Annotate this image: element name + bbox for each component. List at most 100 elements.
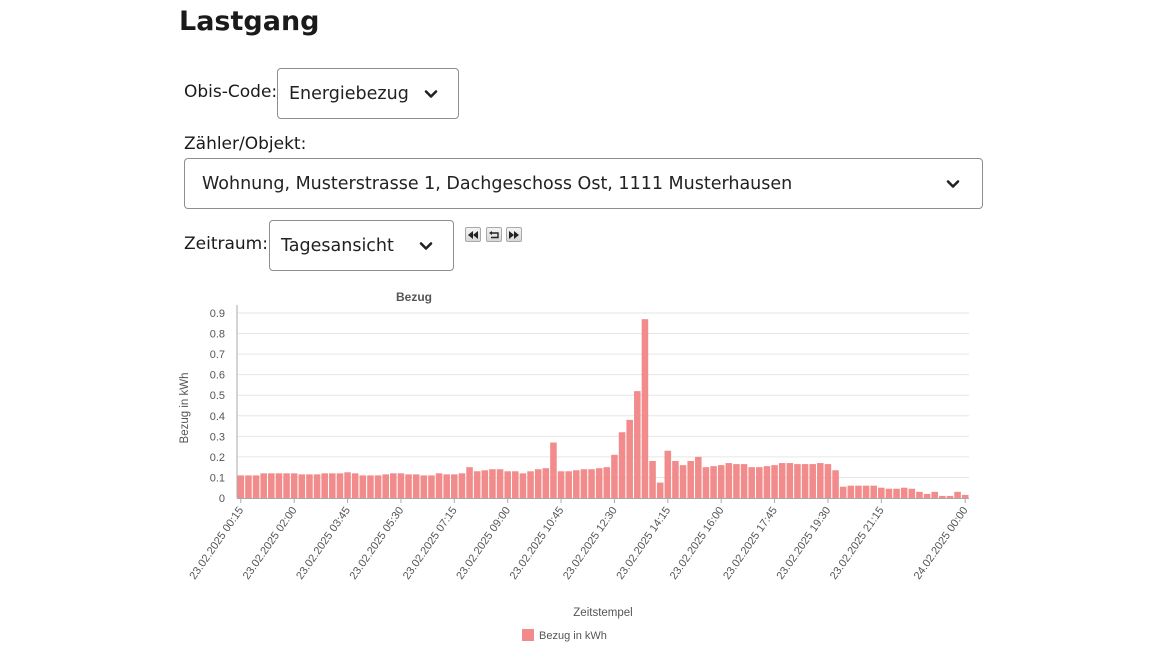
bar — [687, 461, 694, 498]
y-tick-label: 0.8 — [210, 329, 225, 341]
bar — [923, 493, 931, 498]
bar — [534, 469, 542, 498]
bar — [725, 463, 733, 498]
bar — [908, 488, 916, 498]
chart-legend: Bezug in kWh — [522, 629, 607, 642]
y-tick-label: 0.7 — [210, 349, 225, 361]
bar — [489, 469, 496, 498]
bar — [839, 486, 847, 498]
bar — [527, 471, 534, 498]
bar — [595, 468, 603, 498]
bar — [824, 464, 832, 498]
x-tick-label: 23.02.2025 00:15 — [187, 505, 246, 582]
bar — [306, 474, 313, 498]
bar — [329, 473, 336, 498]
bar — [801, 464, 809, 498]
bar — [664, 450, 672, 498]
bar — [275, 473, 283, 498]
bar — [832, 470, 839, 498]
bar — [954, 491, 961, 498]
rewind-icon — [468, 230, 478, 239]
bar — [748, 467, 755, 498]
y-axis-title: Bezug in kWh — [179, 373, 191, 444]
bar — [939, 495, 946, 498]
bar — [900, 487, 908, 498]
bar — [809, 464, 816, 498]
bar — [519, 473, 527, 498]
bar — [245, 475, 252, 498]
reset-period-button[interactable] — [486, 227, 502, 242]
bar — [870, 485, 877, 498]
bar — [672, 461, 679, 498]
bar — [931, 491, 938, 498]
bar — [573, 470, 580, 498]
obis-code-label: Obis-Code: — [184, 82, 278, 102]
bar — [771, 465, 778, 498]
y-tick-label: 0.9 — [210, 308, 225, 320]
bar — [237, 475, 245, 498]
bar — [481, 470, 489, 498]
bar — [580, 469, 588, 498]
bar — [443, 474, 450, 498]
bar — [268, 473, 275, 498]
return-icon — [488, 231, 499, 239]
bar — [565, 471, 572, 498]
chevron-down-icon — [417, 237, 435, 255]
bar — [817, 463, 824, 498]
bar — [695, 456, 702, 498]
bar — [390, 473, 397, 498]
bar — [458, 473, 466, 498]
bar — [946, 495, 954, 498]
bar — [756, 467, 763, 498]
bar — [260, 473, 267, 498]
meter-select[interactable]: Wohnung, Musterstrasse 1, Dachgeschoss O… — [184, 158, 983, 209]
bar — [290, 473, 298, 498]
chevron-down-icon — [944, 175, 962, 193]
bar — [786, 463, 794, 498]
bar — [313, 474, 321, 498]
bar — [542, 468, 550, 498]
bar — [496, 469, 504, 498]
bar — [618, 432, 626, 498]
previous-period-button[interactable] — [465, 227, 481, 242]
bar — [550, 442, 557, 498]
legend-swatch — [522, 629, 534, 641]
bar — [504, 471, 511, 498]
y-tick-label: 0.6 — [210, 370, 225, 382]
bar — [588, 469, 595, 498]
bar — [679, 465, 687, 498]
bar — [916, 491, 923, 498]
x-tick-label: 23.02.2025 21:15 — [828, 505, 887, 582]
bar — [961, 494, 969, 498]
legend-label: Bezug in kWh — [539, 630, 607, 642]
period-select[interactable]: Tagesansicht — [269, 220, 454, 271]
bar — [466, 467, 473, 498]
bar — [397, 473, 405, 498]
bar — [634, 391, 641, 498]
bar — [374, 475, 382, 498]
bar — [855, 485, 862, 498]
bar — [626, 419, 633, 498]
bar — [794, 464, 801, 498]
meter-label: Zähler/Objekt: — [184, 134, 307, 154]
bar — [435, 473, 443, 498]
period-label: Zeitraum: — [184, 234, 268, 254]
bar — [557, 471, 565, 498]
bar — [344, 472, 351, 498]
x-tick-label: 23.02.2025 10:45 — [508, 505, 567, 582]
bar — [893, 488, 900, 498]
bar — [252, 475, 260, 498]
bar — [367, 475, 374, 498]
next-period-button[interactable] — [506, 227, 522, 242]
bar — [740, 464, 748, 498]
page-title: Lastgang — [179, 6, 320, 37]
bar — [702, 467, 710, 498]
obis-code-select[interactable]: Energiebezug — [277, 68, 459, 119]
x-tick-label: 23.02.2025 02:00 — [241, 505, 300, 582]
fast-forward-icon — [509, 230, 519, 239]
bar — [428, 475, 435, 498]
bar — [405, 474, 412, 498]
bar — [321, 473, 328, 498]
bar — [862, 485, 870, 498]
bar — [611, 454, 618, 498]
